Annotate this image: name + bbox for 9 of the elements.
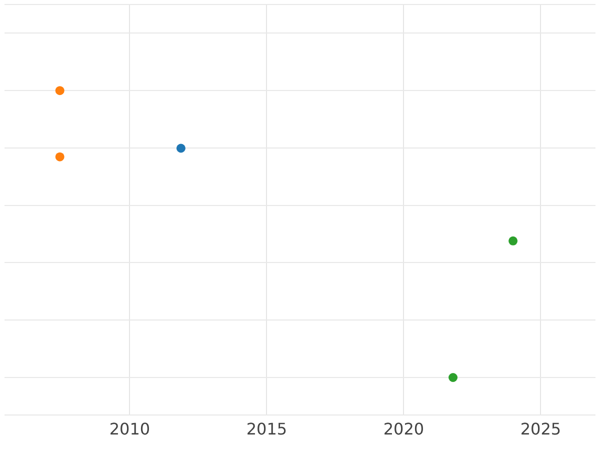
x-tick-label: 2015: [246, 420, 288, 439]
point: [55, 86, 64, 96]
point: [448, 373, 458, 382]
x-tick-label: 2025: [520, 420, 562, 439]
point: [508, 236, 518, 246]
x-tick-label: 2010: [109, 420, 150, 439]
point: [176, 144, 186, 153]
x-tick-label: 2020: [383, 420, 424, 439]
point: [55, 152, 64, 162]
